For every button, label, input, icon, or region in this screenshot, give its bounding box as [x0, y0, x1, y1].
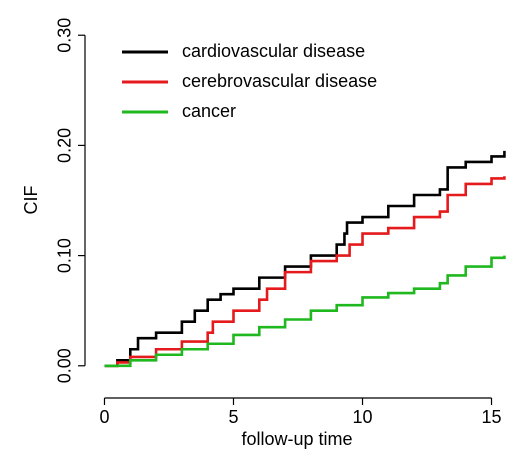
- y-tick-label: 0.30: [55, 18, 75, 53]
- legend-label: cardiovascular disease: [182, 41, 365, 61]
- x-tick-label: 10: [352, 407, 372, 427]
- y-tick-label: 0.20: [55, 128, 75, 163]
- cif-line: [104, 255, 506, 368]
- y-axis-label: CIF: [21, 186, 41, 215]
- x-tick-label: 5: [228, 407, 238, 427]
- y-tick-label: 0.00: [55, 348, 75, 383]
- cif-line: [104, 150, 506, 368]
- x-tick-label: 15: [482, 407, 502, 427]
- legend-label: cerebrovascular disease: [182, 71, 377, 91]
- legend-label: cancer: [182, 101, 236, 121]
- x-axis-label: follow-up time: [241, 429, 352, 449]
- y-tick-label: 0.10: [55, 238, 75, 273]
- x-tick-label: 0: [99, 407, 109, 427]
- cif-line: [104, 176, 506, 368]
